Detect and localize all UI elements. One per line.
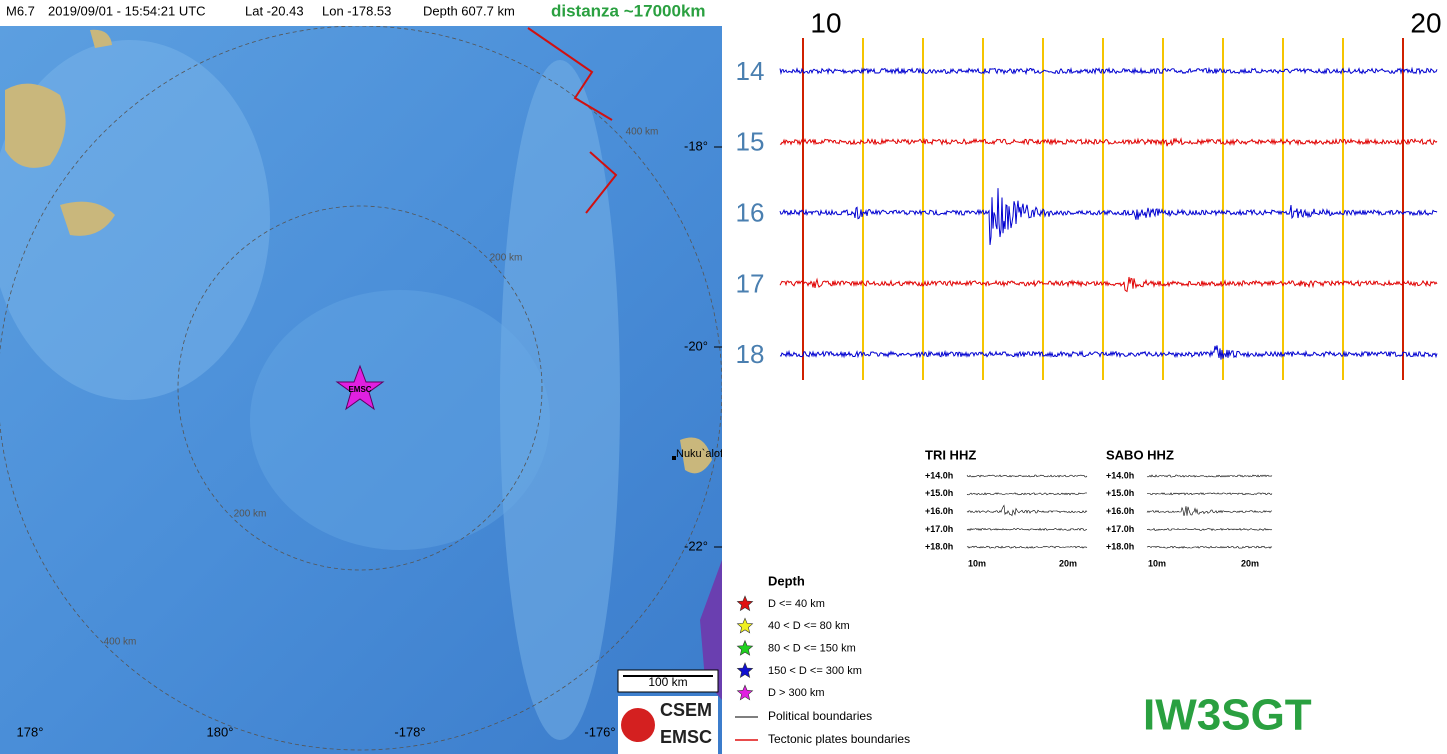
row-label: 14 <box>736 56 765 86</box>
row-label: 18 <box>736 339 765 369</box>
time-label: 20 <box>1410 7 1441 38</box>
trace <box>779 66 1438 76</box>
header-text: M6.7 <box>6 3 35 18</box>
trace <box>966 492 1088 496</box>
heli-row-label: +17.0h <box>925 524 953 534</box>
legend-title: Depth <box>768 573 805 588</box>
heli-row-label: +18.0h <box>925 542 953 552</box>
trace <box>779 137 1438 147</box>
lon-label: -176° <box>584 724 615 739</box>
legend-item: Tectonic plates boundaries <box>768 732 910 746</box>
legend-item: 150 < D <= 300 km <box>768 665 862 677</box>
header-text: Lon -178.53 <box>322 3 391 18</box>
legend-star <box>736 662 754 679</box>
trace <box>1146 492 1273 496</box>
heli-time-label: 10m <box>1148 558 1166 568</box>
legend-item: D > 300 km <box>768 687 825 699</box>
map: Nuku`alofa EMSC <box>0 26 730 754</box>
lon-label: -178° <box>394 724 425 739</box>
trace <box>966 504 1088 517</box>
legend-item: 80 < D <= 150 km <box>768 643 856 655</box>
lat-label: -18° <box>684 138 708 153</box>
range-label: 400 km <box>626 127 659 138</box>
trace <box>1146 474 1273 478</box>
lat-label: -22° <box>684 538 708 553</box>
heli-title: TRI HHZ <box>925 447 976 462</box>
trace <box>966 545 1088 549</box>
time-label: 10 <box>810 7 841 38</box>
trace <box>779 188 1438 245</box>
legend-item: 40 < D <= 80 km <box>768 620 850 632</box>
trace <box>1146 527 1273 531</box>
heli-time-label: 20m <box>1059 558 1077 568</box>
trace <box>966 474 1088 478</box>
legend-star <box>736 617 754 634</box>
range-label: 200 km <box>490 253 523 264</box>
trace <box>779 345 1438 360</box>
trace <box>966 527 1088 531</box>
range-label: 400 km <box>104 637 137 648</box>
header-text: distanza ~17000km <box>551 1 706 20</box>
lat-label: -20° <box>684 338 708 353</box>
heli-row-label: +16.0h <box>1106 506 1134 516</box>
epicenter-label: EMSC <box>348 385 371 394</box>
header-text: Lat -20.43 <box>245 3 304 18</box>
trace <box>779 276 1438 293</box>
heli-row-label: +15.0h <box>1106 488 1134 498</box>
row-label: 15 <box>736 127 765 157</box>
trace <box>1146 506 1273 516</box>
scale-label: 100 km <box>648 675 687 689</box>
legend-star <box>736 595 754 612</box>
range-label: 200 km <box>234 509 267 520</box>
heli-time-label: 10m <box>968 558 986 568</box>
row-label: 17 <box>736 268 765 298</box>
logo-text: CSEM <box>660 700 712 720</box>
heli-row-label: +17.0h <box>1106 524 1134 534</box>
heli-row-label: +18.0h <box>1106 542 1134 552</box>
legend-item: D <= 40 km <box>768 598 825 610</box>
place-label: Nuku`alofa <box>676 448 730 460</box>
heli-time-label: 20m <box>1241 558 1259 568</box>
header-text: 2019/09/01 - 15:54:21 UTC <box>48 3 206 18</box>
heli-row-label: +14.0h <box>1106 470 1134 480</box>
callsign: IW3SGT <box>1143 691 1312 740</box>
legend-item: Political boundaries <box>768 709 872 723</box>
heli-row-label: +16.0h <box>925 506 953 516</box>
heli-row-label: +14.0h <box>925 470 953 480</box>
heli-row-label: +15.0h <box>925 488 953 498</box>
lon-label: 180° <box>207 724 234 739</box>
header-text: Depth 607.7 km <box>423 3 515 18</box>
legend-star <box>736 639 754 656</box>
lon-label: 178° <box>17 724 44 739</box>
logo-text: EMSC <box>660 727 712 747</box>
legend-star <box>736 684 754 701</box>
row-label: 16 <box>736 197 765 227</box>
trace <box>1146 545 1273 549</box>
heli-title: SABO HHZ <box>1106 447 1174 462</box>
